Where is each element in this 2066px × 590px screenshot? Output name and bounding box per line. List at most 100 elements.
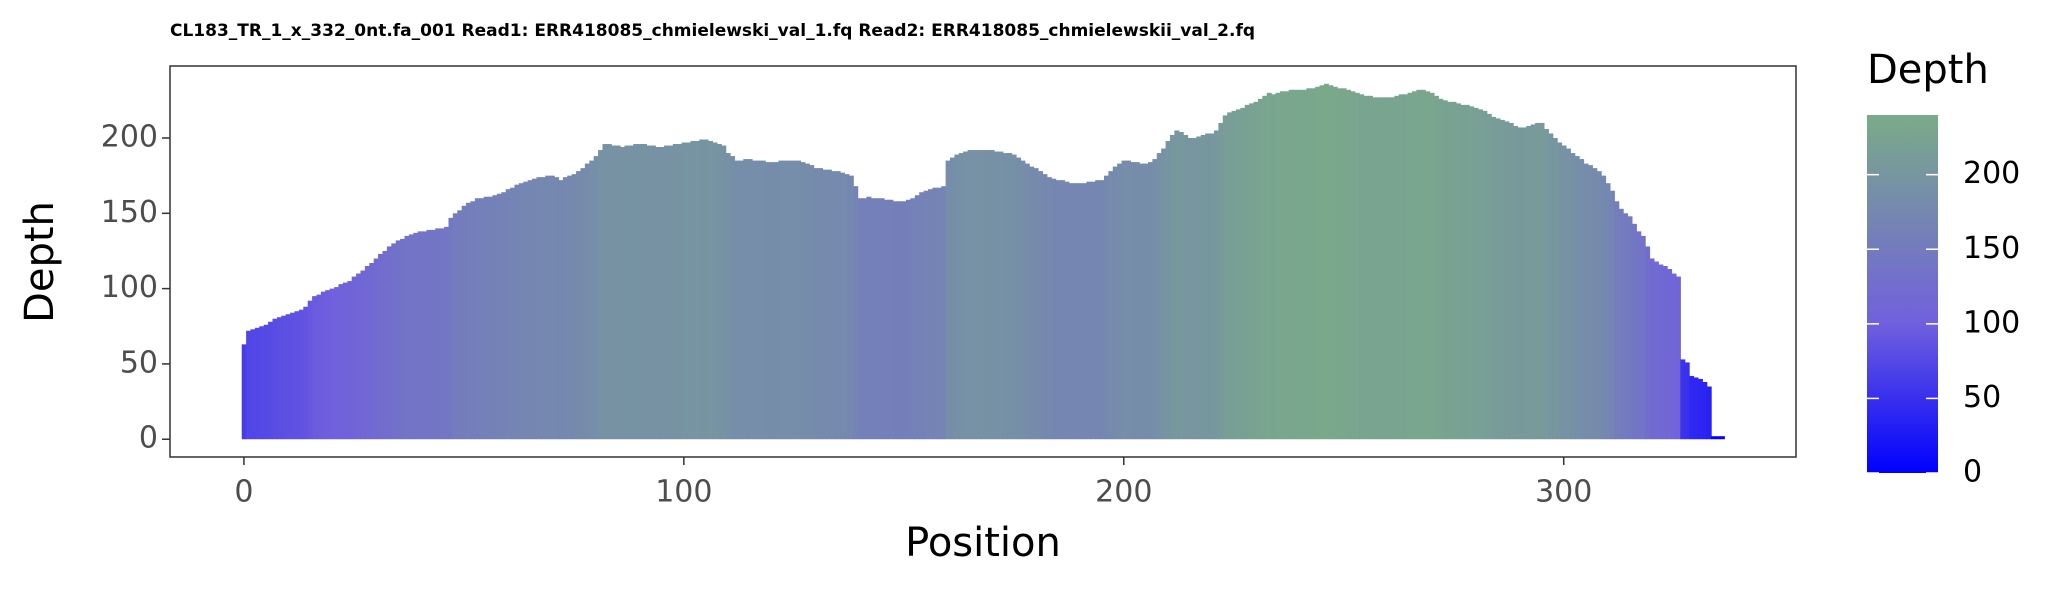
bar — [386, 246, 392, 440]
bar — [606, 144, 612, 440]
bar — [659, 147, 665, 440]
bar — [1579, 159, 1585, 440]
bar — [1174, 130, 1180, 440]
bar — [884, 199, 890, 440]
bar — [774, 162, 780, 440]
bar — [1024, 163, 1030, 440]
bar — [1152, 159, 1158, 440]
bar — [809, 165, 815, 440]
bar — [338, 284, 344, 440]
bar — [461, 205, 467, 440]
bar — [866, 196, 872, 440]
bar — [1143, 163, 1149, 440]
bar — [1711, 436, 1717, 440]
bar — [294, 311, 300, 440]
bar — [1548, 133, 1554, 440]
bar — [285, 314, 291, 440]
bar — [1645, 246, 1651, 440]
bar — [998, 151, 1004, 440]
bar — [664, 145, 670, 440]
bar — [540, 177, 546, 440]
bar — [923, 190, 929, 440]
bar — [281, 315, 287, 440]
bar — [466, 202, 472, 440]
bar — [1359, 94, 1365, 440]
bar — [276, 317, 282, 440]
bar — [743, 159, 749, 440]
bar — [320, 291, 326, 440]
bar — [272, 318, 278, 440]
bar — [1266, 92, 1272, 440]
bar — [532, 178, 538, 440]
bar — [1222, 115, 1228, 440]
bar — [615, 145, 621, 440]
bar — [1429, 92, 1435, 440]
bar — [1139, 163, 1145, 440]
bar — [254, 327, 260, 440]
bar — [672, 144, 678, 440]
bar — [1315, 86, 1321, 440]
bar — [444, 226, 450, 440]
bar — [1231, 110, 1237, 440]
bar — [1156, 153, 1162, 440]
bar — [1337, 88, 1343, 440]
bar — [954, 154, 960, 440]
bar — [430, 229, 436, 440]
bar — [1411, 91, 1417, 440]
bar — [1623, 213, 1629, 440]
bar — [1354, 92, 1360, 440]
bar — [1469, 106, 1475, 440]
bar — [1205, 133, 1211, 440]
bar — [395, 240, 401, 440]
x-tick-label: 200 — [1095, 475, 1152, 510]
bar — [897, 201, 903, 440]
bar — [699, 139, 705, 440]
bar — [567, 175, 573, 440]
bar — [1068, 183, 1074, 440]
bar — [356, 273, 362, 440]
bar — [241, 344, 247, 440]
bar — [796, 160, 802, 440]
bar — [501, 192, 507, 440]
bar — [870, 198, 876, 440]
bar — [1460, 104, 1466, 440]
bar — [958, 153, 964, 440]
bar — [963, 151, 969, 440]
bar — [941, 186, 947, 440]
bar — [1477, 109, 1483, 440]
bar — [1609, 190, 1615, 440]
bar — [919, 192, 925, 440]
bar — [928, 189, 934, 440]
bar — [558, 180, 564, 440]
bar — [1495, 118, 1501, 440]
bar — [1381, 97, 1387, 440]
bar — [747, 159, 753, 440]
bar — [1007, 153, 1013, 440]
bar — [1112, 166, 1118, 440]
bar — [589, 160, 595, 440]
bar — [1042, 174, 1048, 440]
x-axis-title: Position — [905, 520, 1061, 566]
bar — [562, 177, 568, 440]
bar — [1130, 162, 1136, 440]
bar — [1706, 386, 1712, 440]
bar — [312, 296, 318, 440]
bar — [1037, 171, 1043, 440]
colorbar-label: 50 — [1963, 380, 2001, 415]
bar — [369, 263, 375, 440]
bar — [1064, 181, 1070, 440]
bar — [875, 198, 881, 440]
bar — [510, 187, 516, 440]
bar — [1301, 89, 1307, 440]
bar — [1640, 235, 1646, 440]
bar — [259, 326, 265, 440]
bar — [1297, 89, 1303, 440]
bar — [1090, 181, 1096, 440]
bar — [1095, 180, 1101, 440]
bar — [246, 330, 252, 440]
bar — [1596, 171, 1602, 440]
bar — [901, 201, 907, 440]
bar — [1539, 122, 1545, 440]
bar — [483, 196, 489, 440]
